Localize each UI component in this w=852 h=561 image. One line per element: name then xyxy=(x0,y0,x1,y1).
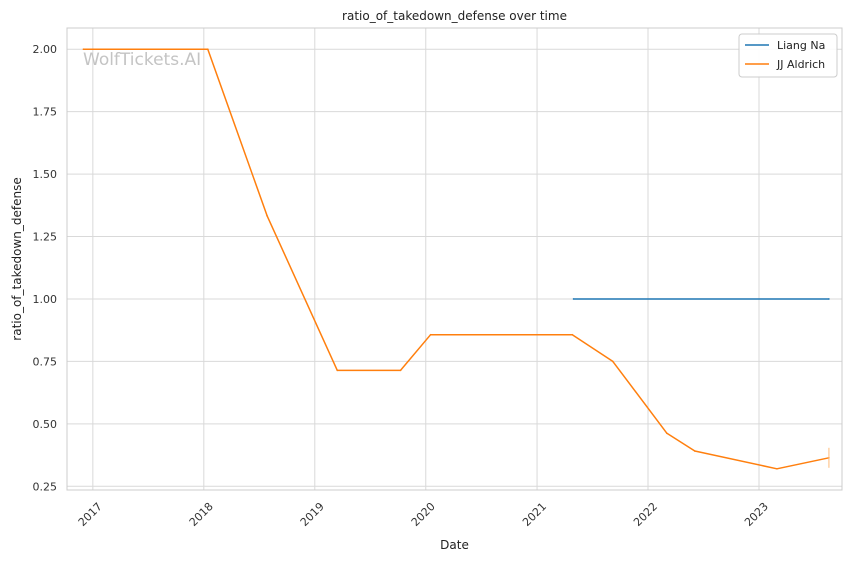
data-point-liang-na xyxy=(828,298,830,300)
watermark: WolfTickets.AI xyxy=(83,50,201,70)
series-layer xyxy=(82,48,830,470)
legend-label-liang-na: Liang Na xyxy=(777,39,825,52)
x-tick-label: 2021 xyxy=(520,500,549,529)
data-point-jj-aldrich xyxy=(694,450,696,452)
y-tick-label: 1.25 xyxy=(33,231,58,244)
x-tick-label: 2022 xyxy=(631,500,660,529)
x-tick-labels: 2017 2018 2019 2020 2021 2022 2023 xyxy=(76,500,771,529)
legend-label-jj-aldrich: JJ Aldrich xyxy=(776,58,825,71)
y-tick-label: 2.00 xyxy=(33,43,58,56)
y-tick-label: 0.75 xyxy=(33,355,58,368)
series-line-jj-aldrich xyxy=(83,48,830,470)
y-tick-labels: 0.25 0.50 0.75 1.00 1.25 1.50 1.75 2.00 xyxy=(33,43,58,493)
chart-title: ratio_of_takedown_defense over time xyxy=(342,9,567,23)
data-point-liang-na xyxy=(572,298,575,300)
data-point-jj-aldrich xyxy=(666,432,668,435)
x-tick-label: 2018 xyxy=(187,500,216,529)
data-point-jj-aldrich xyxy=(429,333,432,336)
y-tick-label: 0.25 xyxy=(33,480,58,493)
data-point-jj-aldrich xyxy=(611,360,614,363)
data-point-jj-aldrich xyxy=(206,48,209,51)
data-point-jj-aldrich xyxy=(336,369,339,372)
data-point-jj-aldrich xyxy=(571,333,574,336)
data-point-jj-aldrich xyxy=(266,214,268,217)
y-tick-label: 0.50 xyxy=(33,418,58,431)
x-tick-label: 2019 xyxy=(298,500,327,529)
legend: Liang Na JJ Aldrich xyxy=(738,33,838,78)
data-point-jj-aldrich xyxy=(776,467,778,470)
x-tick-label: 2020 xyxy=(409,500,438,529)
data-point-jj-aldrich xyxy=(399,369,402,372)
x-axis-title: Date xyxy=(440,538,469,552)
plot-area xyxy=(66,27,843,491)
y-tick-label: 1.00 xyxy=(33,293,58,306)
grid xyxy=(67,28,842,490)
data-point-jj-aldrich xyxy=(82,48,85,51)
x-tick-label: 2023 xyxy=(742,500,771,529)
y-axis-title: ratio_of_takedown_defense xyxy=(10,177,24,340)
x-tick-label: 2017 xyxy=(76,500,105,529)
y-tick-label: 1.75 xyxy=(33,106,58,119)
y-tick-label: 1.50 xyxy=(33,168,58,181)
